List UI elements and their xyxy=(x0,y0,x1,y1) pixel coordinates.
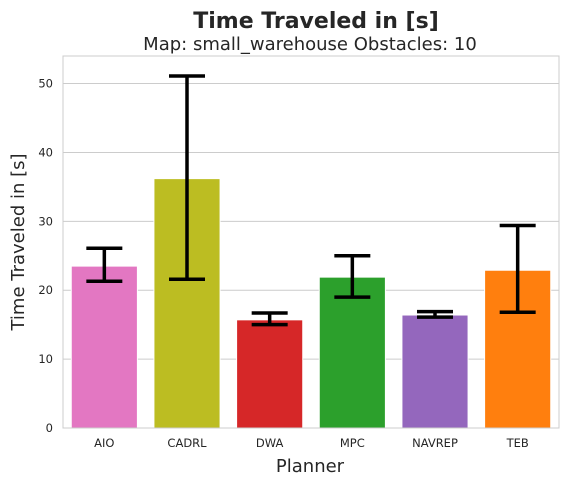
error-bars xyxy=(86,74,536,327)
y-tick-labels: 0 10 20 30 40 50 xyxy=(38,77,53,435)
bars xyxy=(70,178,552,429)
chart-subtitle: Map: small_warehouse Obstacles: 10 xyxy=(143,34,477,55)
x-tick-label: CADRL xyxy=(167,436,207,450)
x-tick-label: DWA xyxy=(256,436,284,450)
chart-title: Time Traveled in [s] xyxy=(193,9,439,34)
x-tick-labels: AIO CADRL DWA MPC NAVREP TEB xyxy=(94,436,529,450)
y-axis-label: Time Traveled in [s] xyxy=(8,153,29,331)
x-tick-label: AIO xyxy=(94,436,114,450)
bar xyxy=(236,319,304,429)
x-tick-label: NAVREP xyxy=(412,436,458,450)
x-tick-label: TEB xyxy=(506,436,529,450)
y-tick-label: 50 xyxy=(38,77,53,91)
y-tick-label: 20 xyxy=(38,283,53,297)
bar xyxy=(318,276,386,429)
y-tick-label: 10 xyxy=(38,352,53,366)
plot-area-frame xyxy=(62,55,560,429)
y-tick-label: 0 xyxy=(46,421,53,435)
bar xyxy=(70,265,138,429)
x-tick-label: MPC xyxy=(340,436,365,450)
y-tick-label: 40 xyxy=(38,145,53,159)
x-axis-label: Planner xyxy=(276,456,345,477)
bar xyxy=(401,314,469,429)
y-tick-label: 30 xyxy=(38,214,53,228)
